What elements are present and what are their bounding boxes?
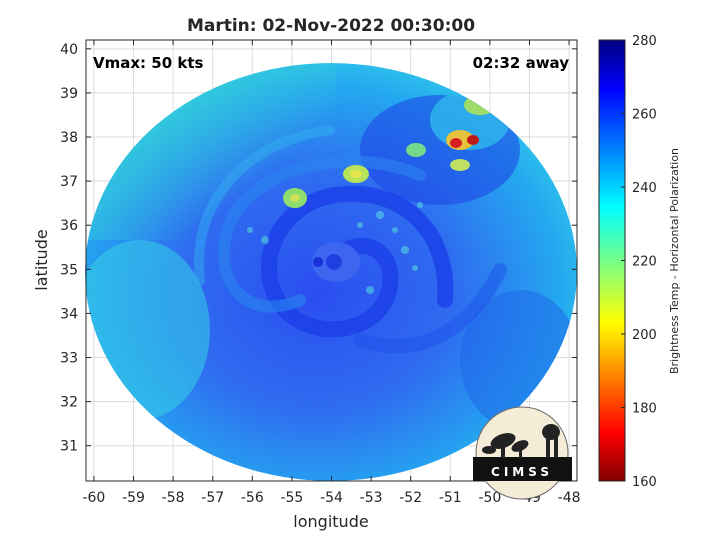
x-tick-label: -60 <box>82 490 105 506</box>
vmax-label: Vmax: 50 kts <box>93 54 203 72</box>
cimss-logo-text: CIMSS <box>491 465 553 479</box>
y-tick-label: 33 <box>60 351 78 367</box>
colorbar-tick-label: 180 <box>632 402 657 417</box>
colorbar: 160 180 200 220 240 260 280 Brightness Temp - … <box>598 34 681 490</box>
y-tick-label: 40 <box>60 42 78 58</box>
x-tick-label: -50 <box>478 490 501 506</box>
time-away-label: 02:32 away <box>473 54 570 72</box>
y-tick-label: 39 <box>60 86 78 102</box>
x-tick-label: -59 <box>122 490 145 506</box>
colorbar-tick-label: 240 <box>632 181 657 196</box>
cimss-logo: CIMSS <box>473 406 572 500</box>
x-tick-label: -55 <box>280 490 303 506</box>
colorbar-tick-label: 200 <box>632 328 657 343</box>
y-tick-label: 38 <box>60 130 78 146</box>
y-tick-label: 32 <box>60 395 78 411</box>
colorbar-tick-label: 280 <box>632 34 657 49</box>
y-tick-label: 34 <box>60 306 78 322</box>
y-tick-label: 37 <box>60 174 78 190</box>
colorbar-label: Brightness Temp - Horizontal Polarizatio… <box>668 148 681 374</box>
x-tick-label: -48 <box>558 490 581 506</box>
x-tick-label: -56 <box>241 490 264 506</box>
x-tick-label: -53 <box>360 490 383 506</box>
y-tick-label: 35 <box>60 262 78 278</box>
y-tick-label: 31 <box>60 439 78 455</box>
chart-title: Martin: 02-Nov-2022 00:30:00 <box>187 16 475 36</box>
x-tick-label: -58 <box>162 490 185 506</box>
x-tick-label: -57 <box>201 490 224 506</box>
y-tick-label: 36 <box>60 218 78 234</box>
y-axis: 31 32 33 34 35 36 37 38 39 40 <box>60 42 577 455</box>
x-tick-label: -52 <box>399 490 422 506</box>
satellite-swath <box>85 63 577 481</box>
colorbar-gradient <box>598 39 626 482</box>
x-axis-label: longitude <box>293 512 368 531</box>
x-tick-label: -54 <box>320 490 343 506</box>
colorbar-tick-label: 220 <box>632 255 657 270</box>
colorbar-tick-label: 260 <box>632 108 657 123</box>
y-axis-label: latitude <box>32 229 51 290</box>
colorbar-ticks: 160 180 200 220 240 260 280 <box>621 34 657 490</box>
x-tick-label: -51 <box>439 490 462 506</box>
colorbar-tick-label: 160 <box>632 475 657 490</box>
